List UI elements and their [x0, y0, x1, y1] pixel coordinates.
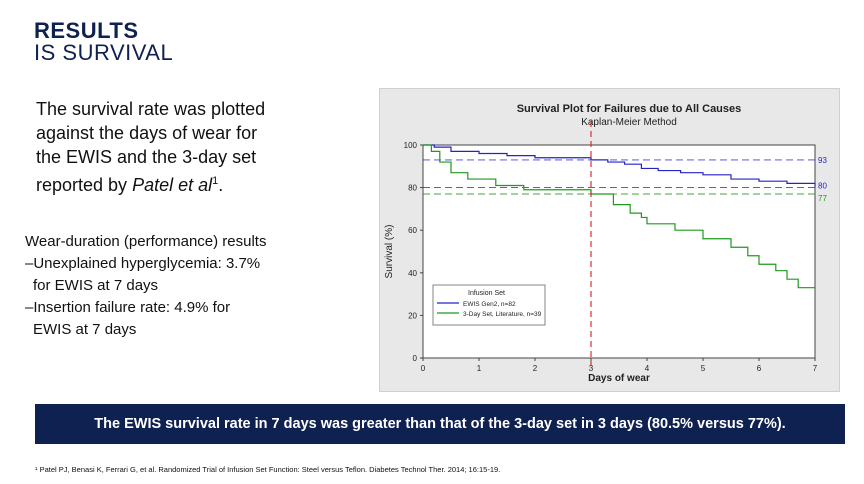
reference-label-80: 80: [818, 182, 827, 191]
lead-text: The survival rate was plotted against th…: [36, 99, 266, 195]
plot-area: [422, 144, 816, 359]
x-tick-label: 4: [645, 364, 650, 373]
x-tick-label: 6: [757, 364, 762, 373]
footnote: ¹ Patel PJ, Benasi K, Ferrari G, et al. …: [35, 465, 501, 474]
y-tick-label: 80: [408, 184, 417, 193]
x-axis-label: Days of wear: [588, 373, 650, 384]
lead-end: .: [218, 175, 224, 195]
chart-title: Survival Plot for Failures due to All Ca…: [517, 103, 742, 115]
slide-title-line1: RESULTS: [34, 18, 139, 43]
y-tick-label: 100: [404, 141, 418, 150]
performance-results: Wear-duration (performance) results –Une…: [25, 231, 325, 341]
series-line-ewis: [423, 144, 816, 187]
slide-title-line2: IS SURVIVAL: [34, 40, 174, 65]
lead-citation: Patel et al: [132, 175, 213, 195]
conclusion-banner: The EWIS survival rate in 7 days was gre…: [35, 404, 845, 444]
reference-label-93: 93: [818, 156, 827, 165]
x-tick-label: 1: [477, 364, 482, 373]
y-tick-label: 40: [408, 269, 417, 278]
performance-title: Wear-duration (performance) results: [25, 233, 267, 250]
x-tick-label: 3: [589, 364, 594, 373]
survival-chart: Survival Plot for Failures due to All Ca…: [384, 103, 827, 384]
series-line-3day: [423, 144, 815, 289]
lead-superscript: 1: [212, 175, 219, 187]
survival-chart-panel: Survival Plot for Failures due to All Ca…: [379, 88, 840, 392]
reference-label-77: 77: [818, 194, 827, 203]
lead-paragraph: The survival rate was plotted against th…: [36, 97, 276, 197]
x-tick-label: 5: [701, 364, 706, 373]
y-tick-label: 60: [408, 226, 417, 235]
legend-label-3day: 3-Day Set, Literature, n=39: [463, 311, 542, 318]
hyperglycemia-item: –Unexplained hyperglycemia: 3.7%: [25, 255, 261, 272]
insertion-failure-item: –Insertion failure rate: 4.9% for: [25, 299, 231, 316]
chart-subtitle: Kaplan-Meier Method: [581, 117, 677, 128]
x-tick-label: 7: [813, 364, 818, 373]
x-tick-label: 2: [533, 364, 538, 373]
insertion-failure-item-cont: EWIS at 7 days: [33, 321, 137, 338]
x-tick-label: 0: [421, 364, 426, 373]
legend-box: [432, 284, 546, 326]
hyperglycemia-item-cont: for EWIS at 7 days: [33, 277, 159, 294]
y-tick-label: 0: [413, 354, 418, 363]
y-tick-label: 20: [408, 311, 417, 320]
legend-title: Infusion Set: [468, 290, 505, 297]
y-axis-label: Survival (%): [384, 225, 395, 279]
legend-label-ewis: EWIS Gen2, n=82: [463, 301, 516, 308]
